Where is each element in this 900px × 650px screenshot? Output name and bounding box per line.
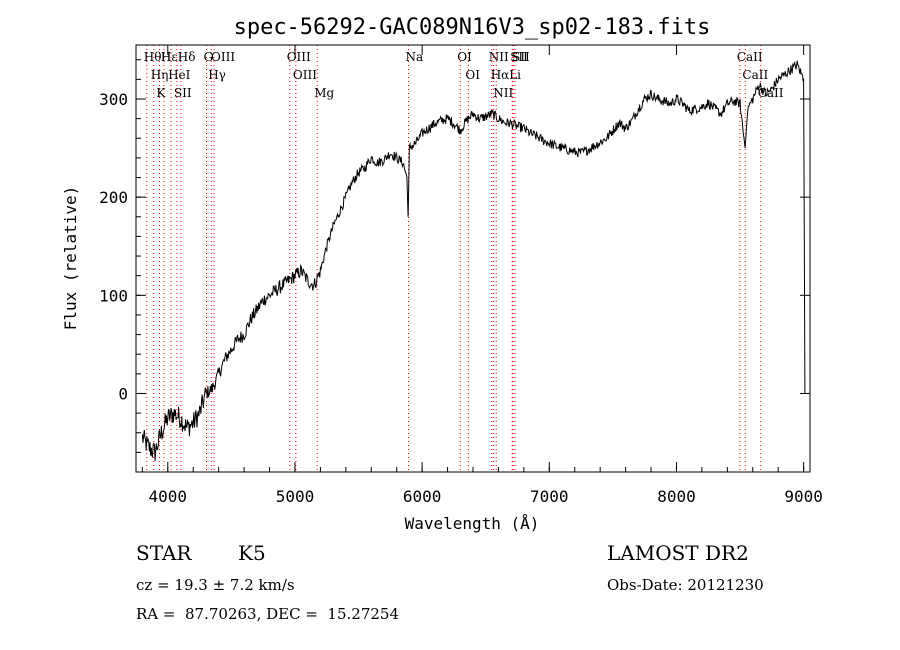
line-label-3: H xyxy=(161,50,171,64)
x-axis-ticks: 4000 5000 6000 7000 8000 9000 xyxy=(141,45,823,506)
line-label-4: Hε xyxy=(161,50,178,64)
x-axis-label: Wavelength (Å) xyxy=(405,514,540,533)
line-label-10: OIII xyxy=(211,50,235,64)
line-label-19: NII xyxy=(493,86,513,100)
line-label-18: Hα xyxy=(491,68,510,82)
line-label-8: G xyxy=(204,50,214,64)
x-tick-label-4: 8000 xyxy=(657,487,696,506)
object-class: STAR xyxy=(136,541,192,565)
line-label-21: SII xyxy=(510,50,528,64)
line-label-24: CaII xyxy=(742,68,768,82)
x-tick-label-5: 9000 xyxy=(784,487,823,506)
spectrum-line xyxy=(141,60,806,461)
redshift-info: cz = 19.3 ± 7.2 km/s xyxy=(136,576,295,594)
line-label-12: OIII xyxy=(293,68,317,82)
line-label-11: OIII xyxy=(287,50,311,64)
line-label-17: NII xyxy=(489,50,509,64)
line-label-22: SII xyxy=(512,50,530,64)
chart-title: spec-56292-GAC089N16V3_sp02-183.fits xyxy=(234,15,711,40)
y-tick-label-3: 300 xyxy=(99,90,128,109)
line-label-6: SII xyxy=(174,86,192,100)
x-tick-label-3: 7000 xyxy=(530,487,569,506)
line-label-7: Hδ xyxy=(178,50,196,64)
y-axis-ticks: 0 100 200 300 xyxy=(99,59,810,453)
spectral-line-markers xyxy=(146,45,762,472)
x-tick-label-0: 4000 xyxy=(149,487,188,506)
line-label-13: Mg xyxy=(314,86,334,100)
line-label-15: OI xyxy=(457,50,472,64)
object-subclass: K5 xyxy=(238,541,266,565)
coordinates-info: RA = 87.70263, DEC = 15.27254 xyxy=(136,605,400,623)
line-label-0: Hθ xyxy=(144,50,162,64)
observation-date: Obs-Date: 20121230 xyxy=(607,576,764,594)
x-tick-label-2: 6000 xyxy=(403,487,442,506)
spectrum-series xyxy=(141,60,806,461)
y-axis-label: Flux (relative) xyxy=(61,186,80,331)
line-label-5: HeI xyxy=(168,68,191,82)
line-label-1: Hη xyxy=(151,68,169,82)
line-label-20: Li xyxy=(509,68,521,82)
y-tick-label-1: 100 xyxy=(99,286,128,305)
plot-frame xyxy=(135,44,811,473)
line-label-16: OI xyxy=(465,68,480,82)
line-label-2: K xyxy=(156,86,166,100)
x-tick-label-1: 5000 xyxy=(276,487,315,506)
survey-name: LAMOST DR2 xyxy=(607,541,749,565)
line-label-14: Na xyxy=(406,50,424,64)
y-tick-label-0: 0 xyxy=(118,384,128,403)
y-tick-label-2: 200 xyxy=(99,188,128,207)
spectral-line-labels: Hθ Hη K HHε HeI SII Hδ G Hγ OIII OIII OIII Mg Na OI OI N… xyxy=(144,50,784,100)
line-label-23: CaII xyxy=(737,50,763,64)
line-label-9: Hγ xyxy=(208,68,226,82)
